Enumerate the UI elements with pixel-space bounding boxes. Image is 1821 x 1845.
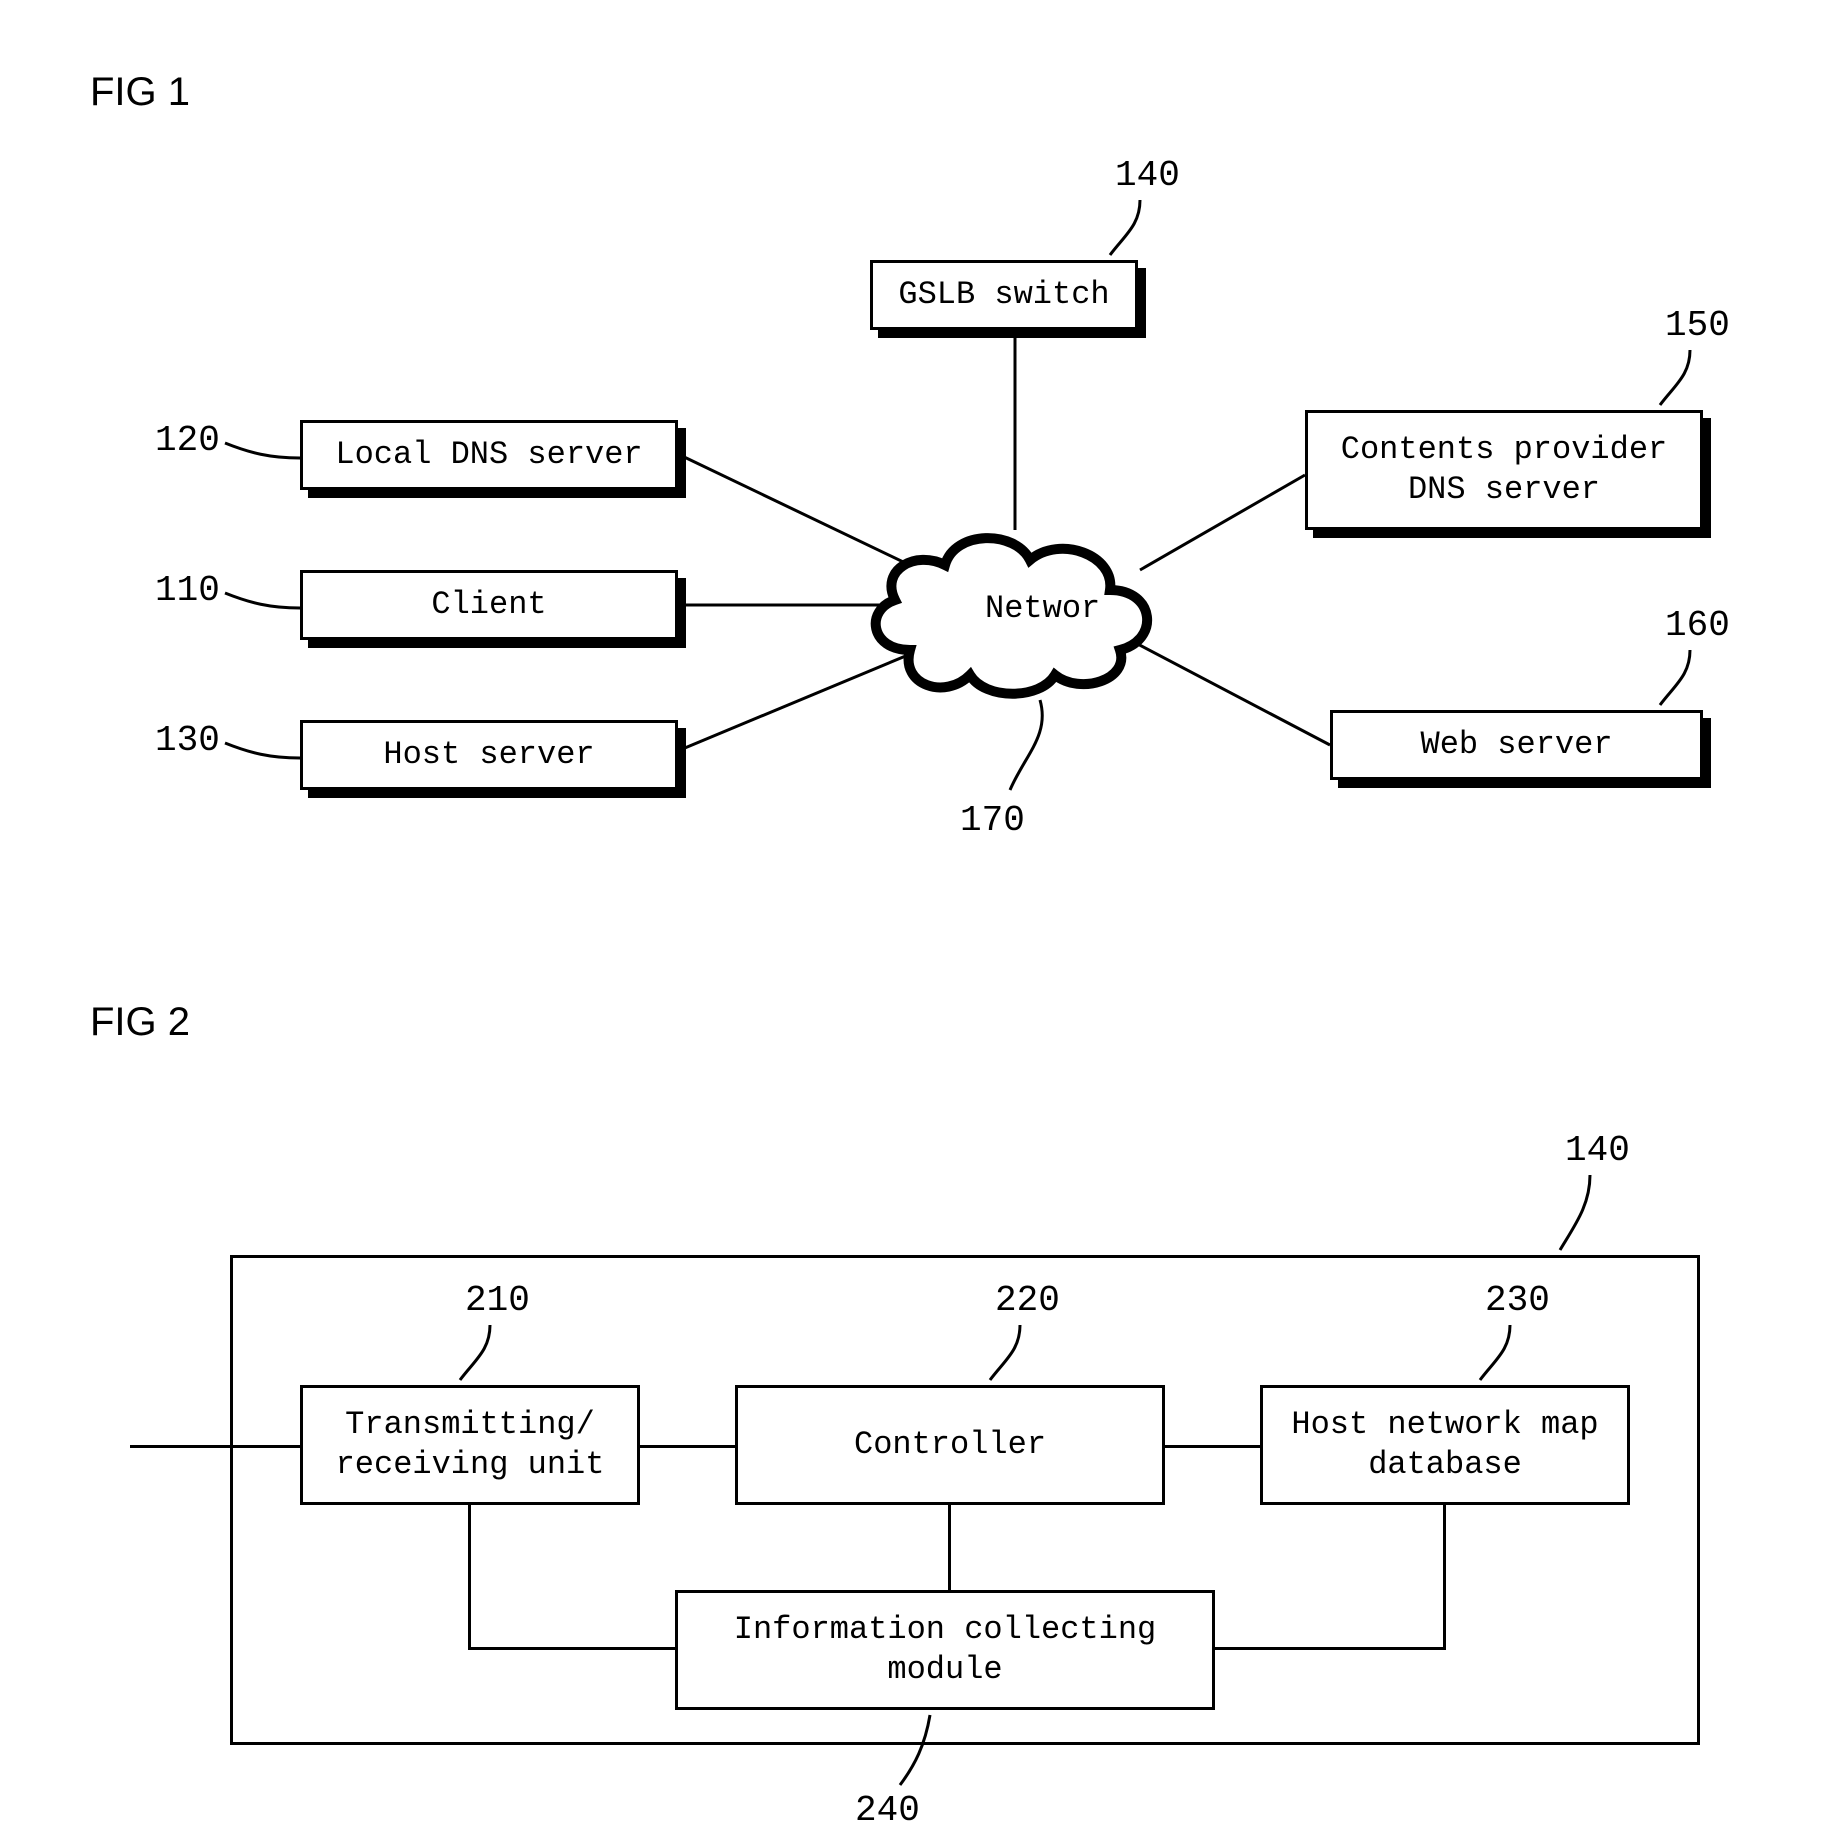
controller-leader — [985, 1320, 1065, 1390]
infocoll-box: Information collecting module — [675, 1590, 1215, 1710]
edge-hostmap-infocoll — [1215, 1647, 1446, 1650]
gslb-num: 140 — [1115, 155, 1180, 196]
edge-hostmap-down — [1443, 1505, 1446, 1650]
web-text: Web server — [1420, 725, 1612, 765]
web-leader — [1655, 645, 1735, 715]
gslb-text: GSLB switch — [898, 275, 1109, 315]
controller-box: Controller — [735, 1385, 1165, 1505]
web-shadow-b — [1338, 780, 1711, 788]
infocoll-num: 240 — [855, 1790, 920, 1831]
web-shadow-r — [1703, 718, 1711, 788]
edge-controller-infocoll — [948, 1505, 951, 1590]
infocoll-leader — [895, 1710, 975, 1790]
localdns-text: Local DNS server — [335, 435, 642, 475]
host-leader — [215, 738, 305, 778]
txrx-text: Transmitting/ receiving unit — [336, 1405, 605, 1485]
infocoll-text: Information collecting module — [734, 1610, 1156, 1690]
client-box: Client — [300, 570, 678, 640]
cpdns-shadow-b — [1313, 530, 1711, 538]
network-leader — [1000, 695, 1100, 815]
edge-controller-hostmap — [1165, 1445, 1260, 1448]
gslb-box: GSLB switch — [870, 260, 1138, 330]
web-num: 160 — [1665, 605, 1730, 646]
fig2-container-num: 140 — [1565, 1130, 1630, 1171]
localdns-leader — [215, 438, 305, 478]
cpdns-shadow-r — [1703, 418, 1711, 538]
edge-txrx-down — [468, 1505, 471, 1650]
hostmap-text: Host network map database — [1291, 1405, 1598, 1485]
txrx-leader — [455, 1320, 535, 1390]
client-text: Client — [431, 585, 546, 625]
controller-text: Controller — [854, 1425, 1046, 1465]
cpdns-num: 150 — [1665, 305, 1730, 346]
edge-txrx-infocoll — [468, 1647, 675, 1650]
localdns-num: 120 — [155, 420, 220, 461]
gslb-leader — [1105, 195, 1185, 265]
fig2-label: FIG 2 — [90, 1000, 190, 1045]
host-box: Host server — [300, 720, 678, 790]
gslb-shadow-r — [1138, 268, 1146, 338]
edge-txrx-controller — [640, 1445, 735, 1448]
cpdns-text: Contents provider DNS server — [1341, 430, 1667, 510]
txrx-num: 210 — [465, 1280, 530, 1321]
cpdns-box: Contents provider DNS server — [1305, 410, 1703, 530]
page: FIG 1 Networ 170 GSLB switch 140 Local D… — [0, 0, 1821, 1845]
client-num: 110 — [155, 570, 220, 611]
gslb-shadow-b — [878, 330, 1146, 338]
txrx-box: Transmitting/ receiving unit — [300, 1385, 640, 1505]
hostmap-leader — [1475, 1320, 1555, 1390]
web-box: Web server — [1330, 710, 1703, 780]
network-label: Networ — [985, 590, 1100, 627]
client-shadow-b — [308, 640, 686, 648]
fig2-container-leader — [1555, 1170, 1635, 1260]
host-shadow-b — [308, 790, 686, 798]
host-text: Host server — [383, 735, 594, 775]
cpdns-leader — [1655, 345, 1735, 415]
client-shadow-r — [678, 578, 686, 648]
host-shadow-r — [678, 728, 686, 798]
fig2-input-line — [130, 1445, 300, 1448]
hostmap-num: 230 — [1485, 1280, 1550, 1321]
client-leader — [215, 588, 305, 628]
localdns-box: Local DNS server — [300, 420, 678, 490]
localdns-shadow-b — [308, 490, 686, 498]
network-num: 170 — [960, 800, 1025, 841]
localdns-shadow-r — [678, 428, 686, 498]
controller-num: 220 — [995, 1280, 1060, 1321]
hostmap-box: Host network map database — [1260, 1385, 1630, 1505]
host-num: 130 — [155, 720, 220, 761]
